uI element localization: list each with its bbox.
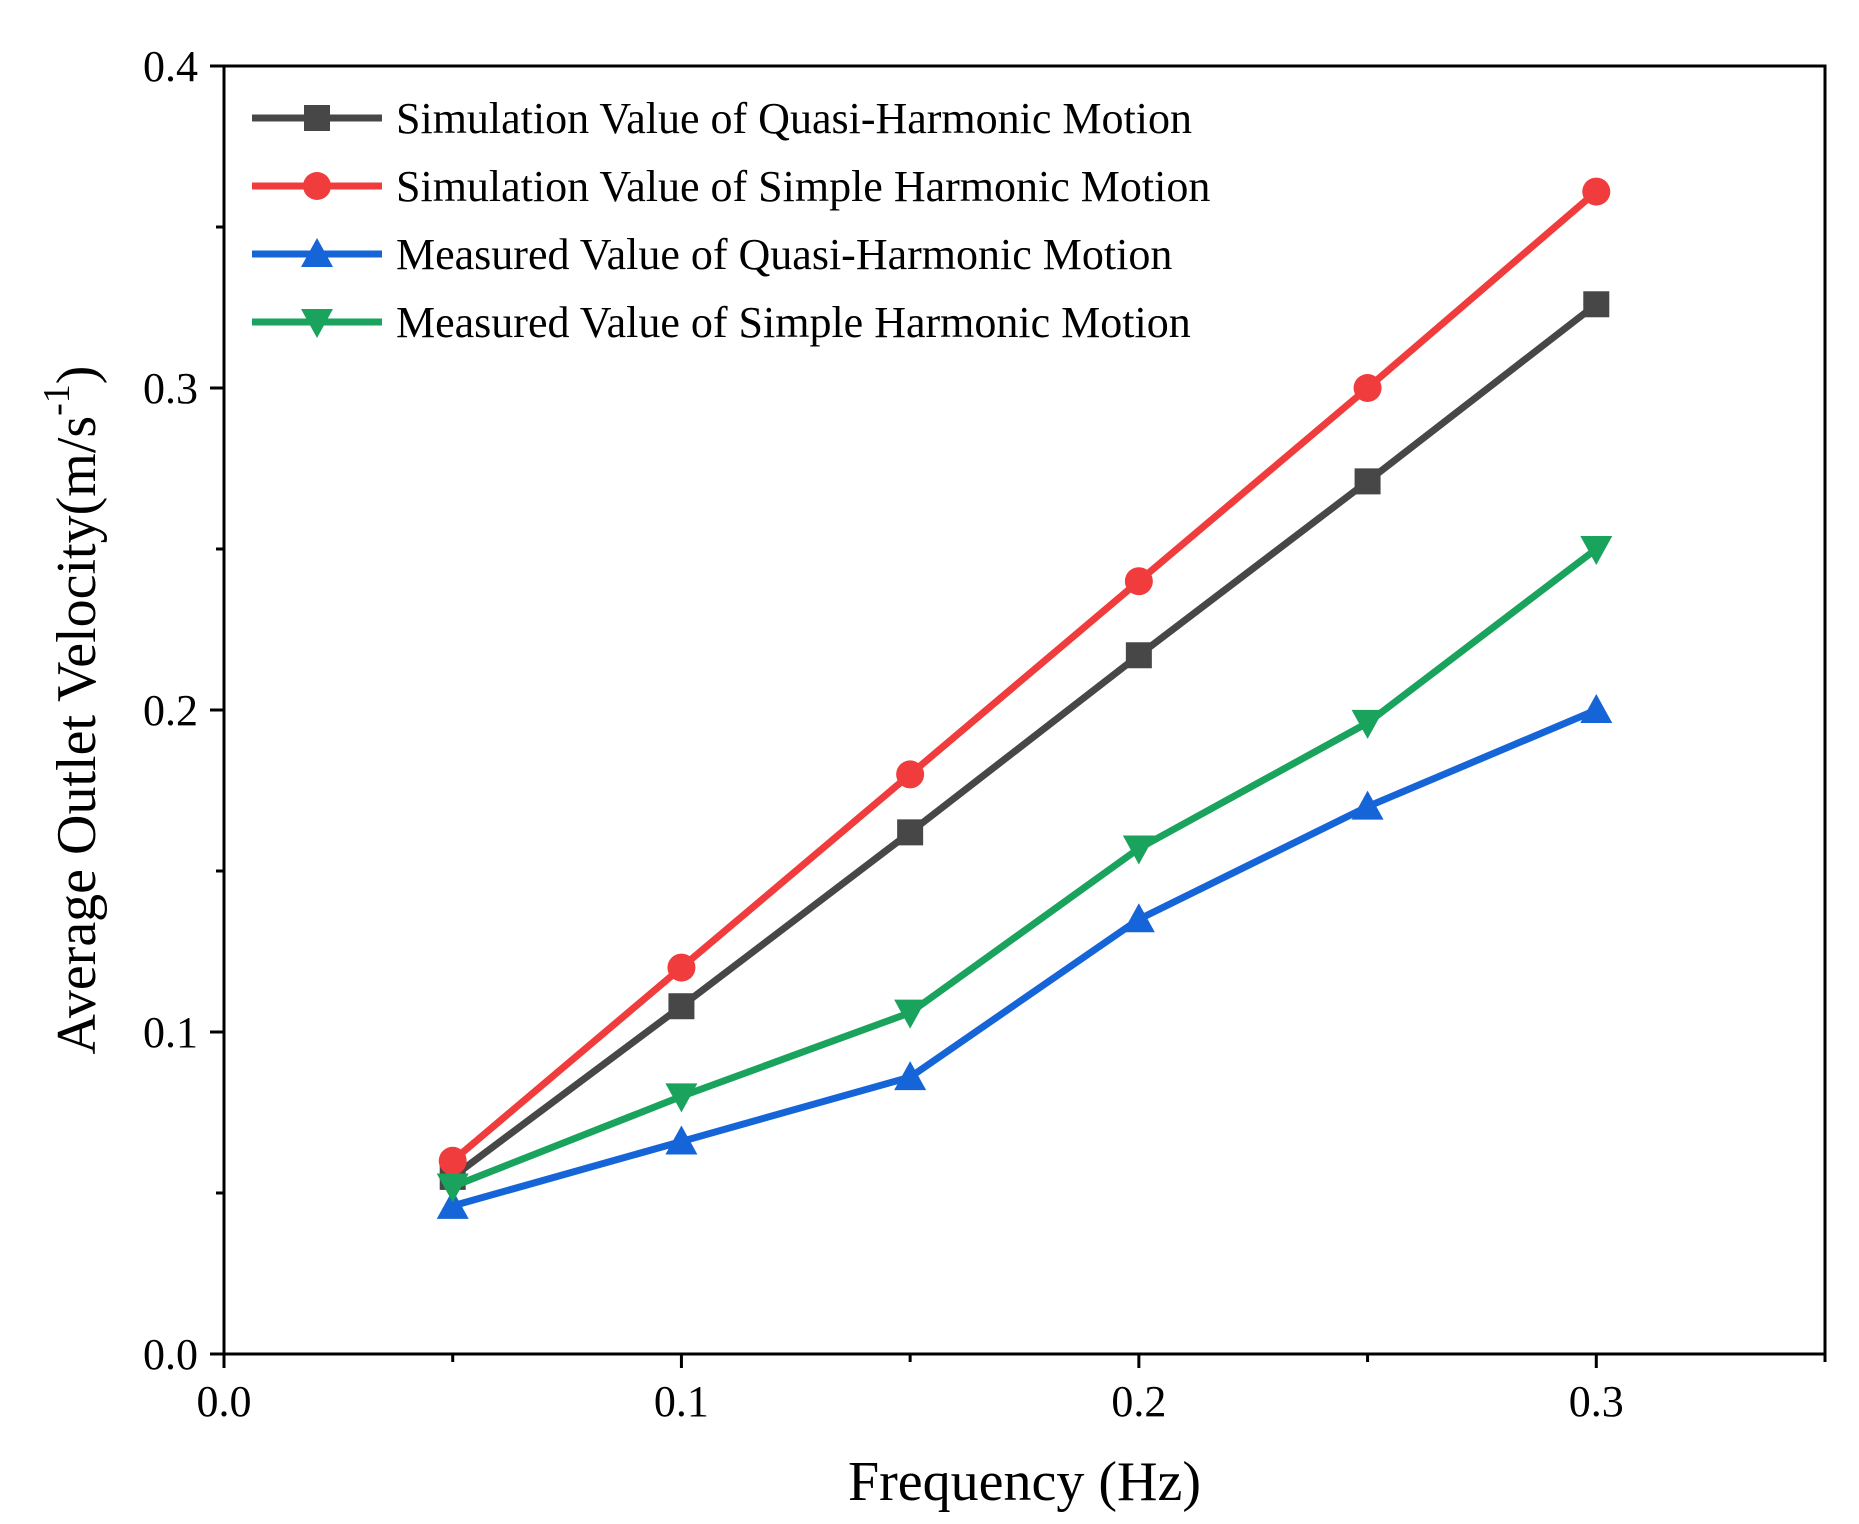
data-point <box>1122 835 1155 865</box>
y-axis-title: Average Outlet Velocity(m/s-1) <box>36 366 108 1055</box>
series-line <box>450 188 1599 1164</box>
data-point <box>667 953 696 982</box>
y-axis-title-main: Average Outlet Velocity(m/s <box>46 416 108 1055</box>
series-3 <box>436 694 1613 1219</box>
y-tick-label: 0.0 <box>143 1330 198 1379</box>
legend-label: Simulation Value of Quasi-Harmonic Motio… <box>396 94 1192 143</box>
data-point <box>894 1061 927 1091</box>
legend-label: Simulation Value of Simple Harmonic Moti… <box>396 162 1210 211</box>
data-point <box>665 1125 698 1155</box>
x-tick-label: 0.3 <box>1569 1377 1624 1426</box>
y-tick-label: 0.3 <box>143 364 198 413</box>
data-point <box>1583 291 1610 318</box>
plot-frame <box>222 64 1827 1356</box>
axis-ticks: 0.0 0.1 0.2 0.3 0.4 0.0 0.1 0.2 0.3 <box>143 42 1827 1426</box>
y-tick-label: 0.2 <box>143 686 198 735</box>
data-point <box>436 1189 469 1219</box>
data-point <box>1582 177 1611 206</box>
legend-label: Measured Value of Quasi-Harmonic Motion <box>396 230 1172 279</box>
legend-entry: Simulation Value of Simple Harmonic Moti… <box>252 162 1210 211</box>
legend-marker <box>303 172 331 200</box>
legend-entry: Measured Value of Simple Harmonic Motion <box>252 298 1191 347</box>
series-1 <box>439 291 1610 1190</box>
x-tick-label: 0.1 <box>654 1377 709 1426</box>
legend: Simulation Value of Quasi-Harmonic Motio… <box>252 94 1210 347</box>
data-point <box>894 999 927 1029</box>
y-axis-title-superscript: -1 <box>36 384 78 416</box>
y-axis-title-suffix: ) <box>46 366 108 385</box>
data-point <box>436 1173 469 1203</box>
data-point <box>668 993 695 1020</box>
data-point <box>1351 709 1384 739</box>
series-layer <box>436 177 1613 1219</box>
data-point <box>665 1083 698 1113</box>
series-line <box>451 706 1598 1210</box>
legend-marker <box>301 309 333 338</box>
legend-entry: Measured Value of Quasi-Harmonic Motion <box>252 230 1172 279</box>
data-point <box>896 760 925 789</box>
legend-marker <box>304 105 330 131</box>
data-point <box>1124 567 1153 596</box>
y-tick-label: 0.4 <box>143 42 198 91</box>
legend-marker <box>301 238 333 267</box>
x-axis-title: Frequency (Hz) <box>848 1451 1201 1513</box>
data-point <box>1580 536 1613 565</box>
series-line <box>451 546 1599 1190</box>
data-point <box>897 819 924 846</box>
y-tick-label: 0.1 <box>143 1008 198 1057</box>
data-point <box>1353 374 1382 402</box>
data-point <box>1125 642 1152 669</box>
x-tick-label: 0.2 <box>1111 1377 1166 1426</box>
series-2 <box>438 177 1611 1175</box>
data-point <box>438 1146 467 1175</box>
series-4 <box>436 536 1613 1203</box>
legend-label: Measured Value of Simple Harmonic Motion <box>396 298 1191 347</box>
data-point <box>1354 468 1381 495</box>
data-point <box>1122 903 1155 933</box>
data-point <box>1580 694 1613 723</box>
series-line <box>450 301 1599 1180</box>
x-tick-label: 0.0 <box>197 1377 252 1426</box>
data-point <box>1351 790 1384 820</box>
legend-entry: Simulation Value of Quasi-Harmonic Motio… <box>252 94 1192 143</box>
